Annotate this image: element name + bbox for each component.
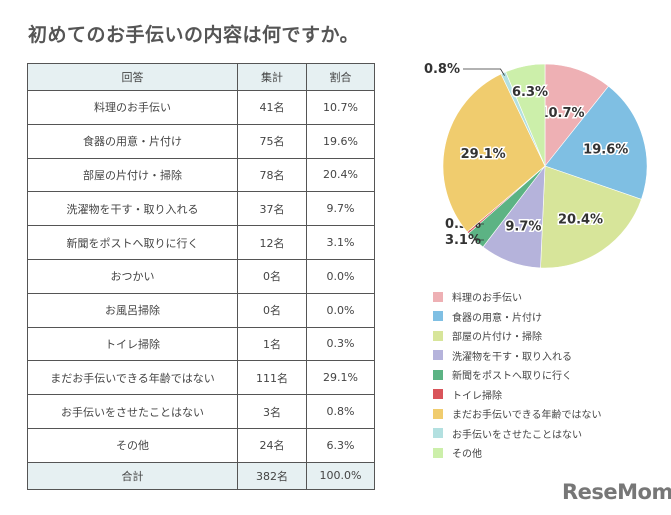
legend-item: 料理のお手伝い [433,287,602,307]
pie-slice [540,165,642,269]
resemom-logo: ReseMom [562,480,671,504]
legend-item: 洗濯物を干す・取り入れる [433,346,602,366]
legend-swatch [433,428,443,439]
legend-label: 部屋の片付け・掃除 [452,332,542,344]
data-label: 20.4% [558,212,603,227]
legend-label: 洗濯物を干す・取り入れる [452,351,572,363]
legend-item: その他 [433,443,602,463]
data-label: 6.3% [512,85,548,100]
pie-slice [544,85,648,200]
legend-label: お手伝いをさせたことはない [452,429,582,441]
cell-ratio: 20.4% [306,157,375,193]
legend-item: 食器の用意・片付け [433,307,602,327]
legend-swatch [433,311,443,322]
page-title: 初めてのお手伝いの内容は何ですか。 [28,24,360,46]
total-ratio: 100.0% [306,461,375,490]
legend-label: 新聞をポストへ取りに行く [452,371,572,383]
table-row: 食器の用意・片付け 75名 19.6% [27,123,375,159]
cell-count: 12名 [237,225,307,260]
cell-ratio: 10.7% [306,90,375,125]
legend-swatch [433,291,443,302]
cell-ratio: 0.8% [306,394,375,429]
data-label: 29.1% [461,147,506,162]
total-count: 382名 [237,461,307,490]
cell-answer: 新聞をポストへ取りに行く [27,225,238,260]
table-row: 料理のお手伝い 41名 10.7% [27,90,375,125]
header-ratio: 割合 [306,63,375,91]
table-row: 部屋の片付け・掃除 78名 20.4% [27,157,375,193]
cell-count: 111名 [237,360,307,396]
pie-slice [442,73,546,233]
cell-ratio: 0.0% [306,292,375,328]
legend-swatch [433,350,443,361]
cell-answer: 料理のお手伝い [27,90,238,125]
cell-ratio: 0.3% [306,326,375,362]
cell-answer: お風呂掃除 [27,292,238,328]
legend-label: まだお手伝いできる年齢ではない [452,410,602,422]
total-answer: 合計 [27,461,238,490]
cell-answer: トイレ掃除 [27,326,238,362]
cell-count: 41名 [237,90,307,125]
legend-item: トイレ掃除 [433,385,602,405]
cell-count: 37名 [237,191,307,227]
legend-swatch [433,330,443,341]
legend-swatch [433,408,443,419]
legend-swatch [433,447,443,458]
data-label: 10.7% [539,106,584,121]
data-label: 3.1% [445,233,481,248]
legend: 料理のお手伝い食器の用意・片付け 部屋の片付け・掃除洗濯物を干す・取り入れる 新聞を… [433,287,602,463]
data-label: 19.6% [583,142,628,157]
cell-answer: まだお手伝いできる年齢ではない [27,360,238,396]
legend-label: その他 [452,449,482,461]
legend-swatch [433,389,443,400]
results-table: 回答 集計 割合 料理のお手伝い 41名 10.7% 食器の用意・片付け 75名 19.6… [27,63,375,490]
data-label: 9.7% [505,219,541,234]
leader-line [473,238,484,241]
legend-item: まだお手伝いできる年齢ではない [433,404,602,424]
data-label: 0.8% [424,62,460,77]
legend-label: 食器の用意・片付け [452,312,542,324]
pie-slice [505,63,546,167]
legend-item: 部屋の片付け・掃除 [433,326,602,346]
total-row: 合計 382名 100.0% [27,461,375,490]
table-row: その他 24名 6.3% [27,427,375,463]
legend-label: トイレ掃除 [452,390,502,402]
table-row: まだお手伝いできる年齢ではない 111名 29.1% [27,360,375,396]
header-count: 集計 [237,63,307,91]
legend-swatch [433,369,443,380]
cell-count: 0名 [237,258,307,294]
legend-item: お手伝いをさせたことはない [433,424,602,444]
cell-answer: その他 [27,427,238,463]
legend-item: 新聞をポストへ取りに行く [433,365,602,385]
table-row: 新聞をポストへ取りに行く 12名 3.1% [27,225,375,260]
leader-line [463,68,505,76]
legend-label: 料理のお手伝い [452,293,522,305]
pie-slice [544,63,609,167]
